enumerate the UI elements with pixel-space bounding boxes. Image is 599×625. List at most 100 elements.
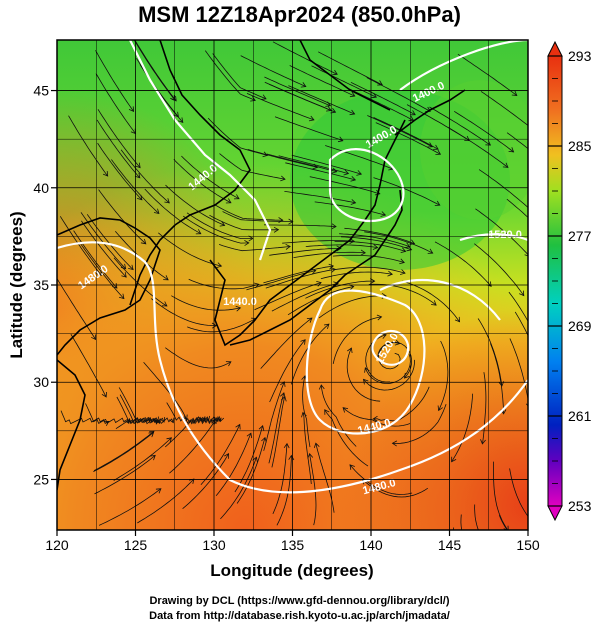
streamline — [302, 412, 312, 485]
streamline-arrowhead — [285, 243, 291, 250]
streamline-arrowhead — [410, 110, 416, 116]
streamline-arrowhead — [328, 263, 335, 270]
y-tick-label: 35 — [33, 277, 49, 293]
streamline — [506, 132, 528, 150]
streamline-arrowhead — [199, 416, 206, 422]
streamline — [309, 453, 317, 526]
streamline — [332, 316, 382, 364]
streamline — [60, 410, 109, 425]
streamline — [212, 53, 267, 100]
streamline — [334, 240, 406, 252]
streamline-arrowhead — [252, 456, 258, 463]
colorbar-tick-label: 277 — [568, 228, 592, 244]
streamline — [97, 142, 143, 201]
streamline — [182, 453, 229, 510]
streamline-arrowhead — [371, 92, 377, 99]
streamline-arrowhead — [399, 258, 405, 265]
streamline — [363, 359, 415, 391]
streamline-arrowhead — [372, 244, 379, 250]
streamline-arrowhead — [128, 264, 134, 271]
streamline-arrowhead — [235, 423, 241, 430]
streamline-arrowhead — [261, 436, 267, 443]
streamline — [325, 145, 394, 170]
streamline — [144, 188, 201, 235]
streamline — [171, 295, 241, 311]
colorbar: 293 285 277 269 261 253 — [547, 40, 592, 522]
streamline — [480, 91, 528, 126]
streamline — [181, 155, 240, 200]
streamline-arrowhead — [318, 384, 325, 390]
streamline — [269, 339, 306, 403]
streamline-arrowhead — [124, 418, 130, 425]
streamline-arrowhead — [406, 245, 413, 252]
streamline-arrowhead — [168, 417, 175, 424]
contour-label: 1520.0 — [488, 229, 522, 241]
streamline — [373, 386, 430, 422]
streamline-arrowhead — [280, 175, 286, 182]
streamline — [318, 295, 387, 319]
streamline-arrowhead — [404, 242, 411, 249]
streamline — [263, 224, 337, 227]
streamline-arrowhead — [140, 238, 147, 245]
streamline-arrowhead — [214, 416, 221, 423]
y-tick-label: 30 — [33, 374, 49, 390]
streamline — [247, 149, 318, 168]
streamline-arrowhead — [91, 334, 97, 341]
streamline-arrowhead — [204, 415, 210, 422]
streamline — [246, 93, 315, 121]
streamline-arrowhead — [326, 106, 332, 112]
x-tick-label: 140 — [359, 537, 383, 553]
streamline-arrowhead — [216, 262, 223, 268]
streamline — [268, 392, 285, 464]
streamline-arrowhead — [356, 170, 363, 176]
y-axis-label: Latitude (degrees) — [7, 211, 26, 358]
streamline — [474, 243, 525, 296]
streamline — [219, 153, 286, 180]
credit-drawing: Drawing by DCL (https://www.gfd-dennou.o… — [149, 595, 450, 607]
streamline-arrowhead — [235, 305, 242, 312]
streamline — [311, 65, 377, 98]
streamline — [264, 81, 332, 111]
streamline — [508, 291, 528, 322]
contour-label: 1440.0 — [223, 296, 257, 308]
streamline-arrowhead — [96, 270, 102, 277]
streamline — [98, 488, 162, 526]
streamline-arrowhead — [103, 421, 110, 426]
streamline — [95, 73, 136, 134]
y-tick-label: 45 — [33, 83, 49, 99]
streamline-arrowhead — [177, 117, 184, 123]
streamline-arrowhead — [118, 293, 125, 300]
streamline-arrowhead — [502, 162, 509, 168]
streamline-arrowhead — [323, 323, 330, 330]
streamline — [68, 115, 109, 177]
streamline-arrowhead — [121, 272, 127, 278]
streamline — [173, 159, 232, 204]
streamline-arrowhead — [349, 91, 356, 98]
streamline — [477, 318, 503, 386]
streamline-arrowhead — [537, 527, 542, 532]
streamline-arrowhead — [433, 144, 439, 150]
streamline-arrowhead — [504, 559, 509, 564]
streamline — [93, 432, 154, 473]
streamline — [309, 176, 380, 195]
streamline-arrowhead — [435, 149, 442, 155]
streamline-arrowhead — [150, 454, 156, 461]
streamline-arrowhead — [427, 142, 433, 148]
streamline-arrowhead — [261, 94, 267, 100]
streamline — [498, 515, 508, 530]
streamline — [269, 247, 341, 256]
streamline-arrowhead — [224, 453, 229, 459]
streamline-arrowhead — [280, 392, 286, 398]
streamline-arrowhead — [164, 198, 170, 204]
streamline — [266, 153, 337, 173]
colorbar-tick-label: 293 — [568, 48, 592, 64]
x-axis-label: Longitude (degrees) — [210, 561, 373, 580]
streamline — [364, 231, 433, 254]
streamline — [474, 504, 479, 530]
streamline — [93, 430, 155, 471]
streamline — [186, 212, 253, 240]
streamline — [236, 437, 266, 504]
streamline — [366, 77, 431, 112]
streamline-arrowhead — [195, 229, 202, 235]
streamline — [482, 372, 487, 444]
